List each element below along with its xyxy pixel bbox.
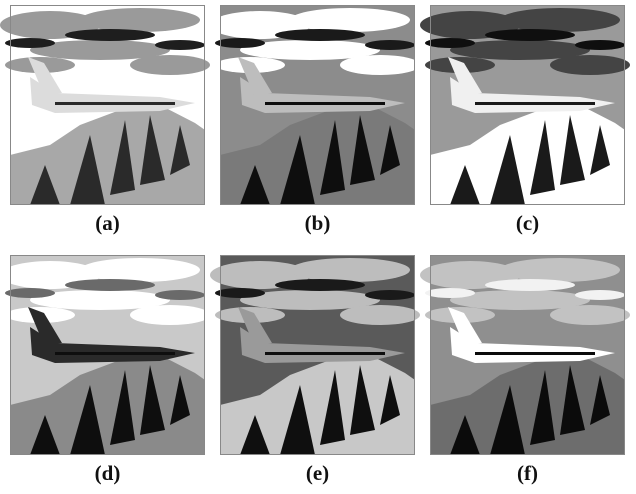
cloud <box>290 258 410 282</box>
panel-label: (f) <box>517 461 538 485</box>
dark-band <box>215 288 265 298</box>
cloud <box>130 305 210 325</box>
cloud <box>500 258 620 282</box>
dark-band <box>65 279 155 291</box>
jet-stripe <box>475 352 595 355</box>
dark-band <box>365 40 415 50</box>
cloud <box>80 258 200 282</box>
panel-label: (e) <box>306 461 329 485</box>
dark-band <box>275 279 365 291</box>
segmented-image <box>420 255 630 455</box>
dark-band <box>485 29 575 41</box>
panel-label: (c) <box>516 211 539 235</box>
dark-band <box>425 38 475 48</box>
cloud <box>340 55 420 75</box>
figure: (a) (b) (c) (d) (e) (f) <box>0 0 636 494</box>
segmented-image <box>210 255 420 455</box>
panel-label: (b) <box>305 211 331 235</box>
cloud <box>290 8 410 32</box>
dark-band <box>215 38 265 48</box>
cloud <box>130 55 210 75</box>
dark-band <box>485 279 575 291</box>
jet-stripe <box>55 352 175 355</box>
dark-band <box>365 290 415 300</box>
panel-label: (d) <box>95 461 121 485</box>
dark-band <box>155 40 205 50</box>
dark-band <box>5 38 55 48</box>
dark-band <box>5 288 55 298</box>
dark-band <box>275 29 365 41</box>
segmented-image <box>0 5 210 205</box>
dark-band <box>575 40 625 50</box>
cloud <box>80 8 200 32</box>
panel-label: (a) <box>95 211 120 235</box>
jet-stripe <box>265 102 385 105</box>
cloud <box>550 55 630 75</box>
segmented-image <box>420 5 630 205</box>
jet-stripe <box>475 102 595 105</box>
segmented-image <box>210 5 420 205</box>
cloud <box>340 305 420 325</box>
dark-band <box>575 290 625 300</box>
dark-band <box>425 288 475 298</box>
dark-band <box>65 29 155 41</box>
cloud <box>550 305 630 325</box>
jet-stripe <box>265 352 385 355</box>
jet-stripe <box>55 102 175 105</box>
segmented-image <box>0 255 210 455</box>
dark-band <box>155 290 205 300</box>
cloud <box>500 8 620 32</box>
